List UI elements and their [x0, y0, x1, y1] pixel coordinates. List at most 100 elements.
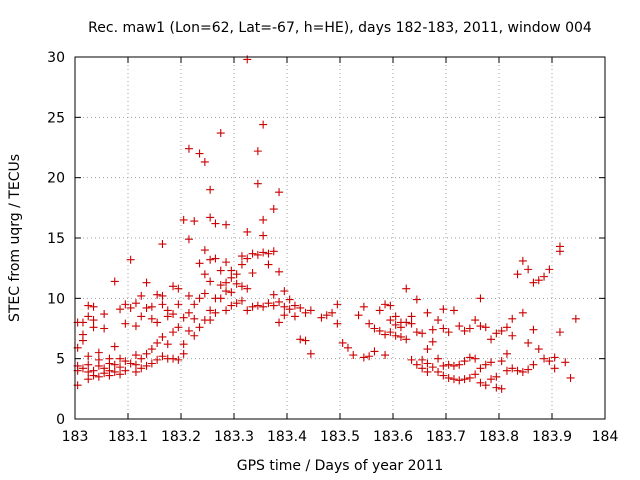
data-point — [264, 249, 273, 258]
data-point — [248, 249, 257, 258]
x-tick-label: 183.6 — [373, 429, 413, 445]
data-point — [465, 353, 474, 362]
data-point — [121, 366, 130, 375]
data-point — [227, 273, 236, 282]
data-point — [449, 361, 458, 370]
data-point — [460, 375, 469, 384]
data-point — [153, 355, 162, 364]
data-point — [116, 354, 125, 363]
data-point — [333, 319, 342, 328]
data-point — [540, 354, 549, 363]
data-point — [386, 316, 395, 325]
data-point — [206, 277, 215, 286]
data-point — [412, 328, 421, 337]
data-point — [449, 375, 458, 384]
data-point — [147, 359, 156, 368]
data-point — [280, 302, 289, 311]
data-point — [84, 312, 93, 321]
data-point — [555, 242, 564, 251]
data-point — [216, 129, 225, 138]
data-point — [375, 306, 384, 315]
x-tick-label: 183.1 — [108, 429, 148, 445]
data-point — [381, 351, 390, 360]
data-point — [402, 335, 411, 344]
data-point — [184, 144, 193, 153]
data-point — [232, 270, 241, 279]
x-tick-label: 183 — [62, 429, 89, 445]
data-point — [476, 294, 485, 303]
data-point — [94, 355, 103, 364]
data-point — [116, 363, 125, 372]
data-point — [195, 149, 204, 158]
data-point — [386, 301, 395, 310]
data-point — [412, 360, 421, 369]
data-point — [84, 360, 93, 369]
data-point — [169, 282, 178, 291]
data-point — [116, 305, 125, 314]
data-point — [296, 303, 305, 312]
data-point — [545, 265, 554, 274]
data-point — [402, 284, 411, 293]
data-point — [216, 266, 225, 275]
data-point — [529, 325, 538, 334]
data-point — [418, 364, 427, 373]
data-point — [121, 357, 130, 366]
data-point — [179, 349, 188, 358]
data-point — [163, 340, 172, 349]
data-point — [550, 353, 559, 362]
data-point — [306, 349, 315, 358]
data-point — [508, 364, 517, 373]
data-point — [142, 303, 151, 312]
data-point — [174, 355, 183, 364]
x-tick-label: 183.2 — [161, 429, 201, 445]
data-point — [200, 246, 209, 255]
data-point — [163, 306, 172, 315]
data-point — [78, 364, 87, 373]
data-point — [211, 308, 220, 317]
y-tick-label: 10 — [47, 291, 65, 307]
data-point — [423, 367, 432, 376]
data-point — [428, 325, 437, 334]
data-points — [73, 55, 580, 393]
data-point — [455, 322, 464, 331]
data-point — [195, 259, 204, 268]
data-point — [290, 312, 299, 321]
data-point — [381, 300, 390, 309]
data-point — [84, 375, 93, 384]
data-point — [280, 311, 289, 320]
data-point — [508, 331, 517, 340]
data-point — [497, 384, 506, 393]
data-point — [502, 323, 511, 332]
data-point — [322, 311, 331, 320]
data-point — [174, 323, 183, 332]
data-point — [137, 312, 146, 321]
data-point — [131, 351, 140, 360]
data-point — [206, 316, 215, 325]
data-point — [137, 354, 146, 363]
data-point — [502, 366, 511, 375]
data-point — [275, 188, 284, 197]
y-tick-label: 25 — [47, 110, 65, 126]
data-point — [418, 355, 427, 364]
data-point — [476, 364, 485, 373]
data-point — [296, 335, 305, 344]
data-point — [508, 314, 517, 323]
data-point — [216, 281, 225, 290]
x-tick-labels: 183 183.1 183.2 183.3 183.4 183.5 183.6 183.7 18… — [62, 429, 619, 445]
data-point — [243, 306, 252, 315]
data-point — [460, 326, 469, 335]
data-point — [518, 308, 527, 317]
data-point — [227, 266, 236, 275]
data-point — [481, 323, 490, 332]
data-point — [534, 345, 543, 354]
data-point — [237, 282, 246, 291]
data-point — [237, 296, 246, 305]
data-point — [306, 306, 315, 315]
data-point — [455, 360, 464, 369]
data-point — [84, 367, 93, 376]
data-point — [216, 294, 225, 303]
data-point — [465, 324, 474, 333]
data-point — [195, 294, 204, 303]
data-point — [259, 302, 268, 311]
data-point — [253, 147, 262, 156]
